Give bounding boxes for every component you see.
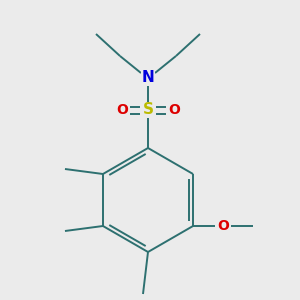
Text: N: N <box>142 70 154 86</box>
Text: O: O <box>168 103 180 117</box>
Text: O: O <box>217 219 229 233</box>
Text: S: S <box>142 103 154 118</box>
Text: O: O <box>116 103 128 117</box>
